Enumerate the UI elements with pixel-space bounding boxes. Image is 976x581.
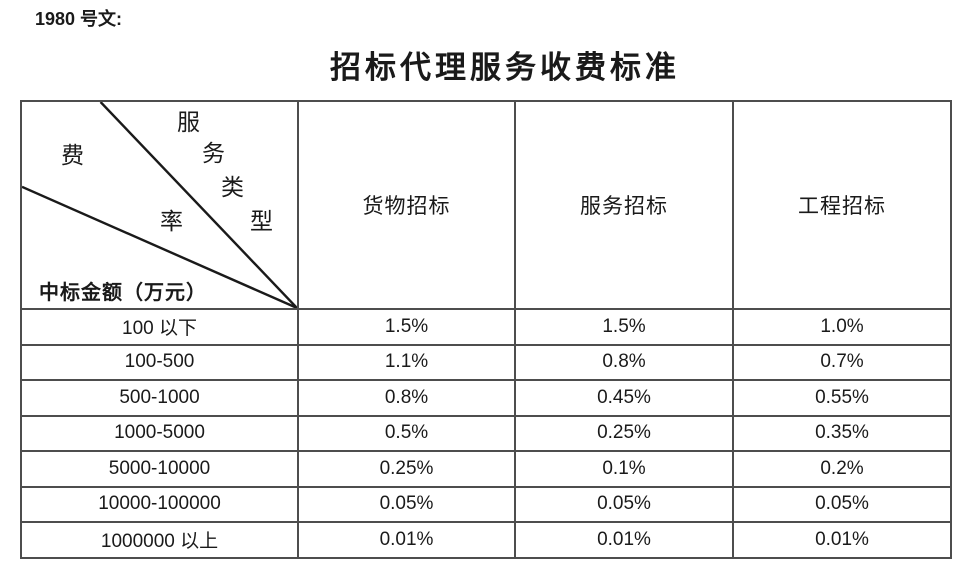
corner-label-rate-char: 费	[61, 143, 84, 168]
rate-cell: 0.35%	[732, 414, 952, 452]
amount-range-cell: 500-1000	[20, 379, 299, 417]
table-row: 5000-10000 0.25% 0.1% 0.2%	[20, 450, 952, 488]
amount-range-cell: 1000000 以上	[20, 521, 299, 559]
table-row: 500-1000 0.8% 0.45% 0.55%	[20, 379, 952, 417]
column-header-services: 服务招标	[514, 100, 734, 310]
diagonal-split-lines	[22, 102, 297, 308]
column-header-goods: 货物招标	[297, 100, 516, 310]
fee-table-body: 100 以下 1.5% 1.5% 1.0% 100-500 1.1% 0.8% 0.7% 500…	[20, 308, 952, 559]
rate-cell: 0.25%	[297, 450, 516, 488]
rate-cell: 0.05%	[297, 485, 516, 523]
diagonal-corner-content: 服 务 类 型 费 率 中标金额（万元）	[22, 102, 297, 308]
corner-label-service-char: 务	[202, 141, 225, 166]
rate-cell: 0.8%	[514, 343, 734, 381]
doc-reference: 1980 号文:	[35, 9, 123, 29]
rate-cell: 1.1%	[297, 343, 516, 381]
title-container: 招标代理服务收费标准	[0, 42, 976, 87]
rate-cell: 0.7%	[732, 343, 952, 381]
corner-label-service-char: 型	[250, 209, 273, 234]
rate-cell: 1.5%	[514, 308, 734, 346]
table-row: 1000000 以上 0.01% 0.01% 0.01%	[20, 521, 952, 559]
table-row: 100 以下 1.5% 1.5% 1.0%	[20, 308, 952, 346]
rate-cell: 1.0%	[732, 308, 952, 346]
corner-label-amount: 中标金额（万元）	[39, 282, 207, 304]
rate-cell: 0.1%	[514, 450, 734, 488]
fee-table: 服 务 类 型 费 率 中标金额（万元） 货物招标 服务招标 工程招标 100 …	[20, 100, 952, 559]
rate-cell: 0.01%	[297, 521, 516, 559]
rate-cell: 0.25%	[514, 414, 734, 452]
page-title: 招标代理服务收费标准	[330, 50, 680, 85]
amount-range-cell: 5000-10000	[20, 450, 299, 488]
rate-cell: 0.05%	[514, 485, 734, 523]
corner-label-service-char: 类	[221, 175, 244, 200]
amount-range-cell: 100-500	[20, 343, 299, 381]
amount-range-cell: 100 以下	[20, 308, 299, 346]
rate-cell: 0.8%	[297, 379, 516, 417]
diagonal-corner-cell: 服 务 类 型 费 率 中标金额（万元）	[20, 100, 299, 310]
corner-label-rate-char: 率	[160, 209, 183, 234]
rate-cell: 0.05%	[732, 485, 952, 523]
rate-cell: 1.5%	[297, 308, 516, 346]
corner-label-service-char: 服	[177, 110, 200, 135]
amount-range-cell: 10000-100000	[20, 485, 299, 523]
rate-cell: 0.01%	[514, 521, 734, 559]
rate-cell: 0.55%	[732, 379, 952, 417]
table-header-row: 服 务 类 型 费 率 中标金额（万元） 货物招标 服务招标 工程招标	[20, 100, 952, 310]
table-row: 100-500 1.1% 0.8% 0.7%	[20, 343, 952, 381]
amount-range-cell: 1000-5000	[20, 414, 299, 452]
rate-cell: 0.01%	[732, 521, 952, 559]
rate-cell: 0.2%	[732, 450, 952, 488]
table-row: 10000-100000 0.05% 0.05% 0.05%	[20, 485, 952, 523]
table-row: 1000-5000 0.5% 0.25% 0.35%	[20, 414, 952, 452]
rate-cell: 0.5%	[297, 414, 516, 452]
column-header-engineering: 工程招标	[732, 100, 952, 310]
rate-cell: 0.45%	[514, 379, 734, 417]
